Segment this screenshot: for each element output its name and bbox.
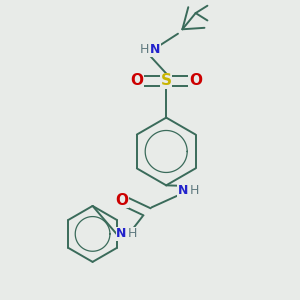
Text: S: S [161,73,172,88]
Text: H: H [128,227,138,240]
Text: N: N [178,184,188,197]
Text: H: H [190,184,200,197]
Text: O: O [116,193,128,208]
Text: N: N [116,227,126,240]
Text: H: H [140,44,149,56]
Text: O: O [189,73,202,88]
Text: O: O [130,73,143,88]
Text: N: N [150,44,160,56]
